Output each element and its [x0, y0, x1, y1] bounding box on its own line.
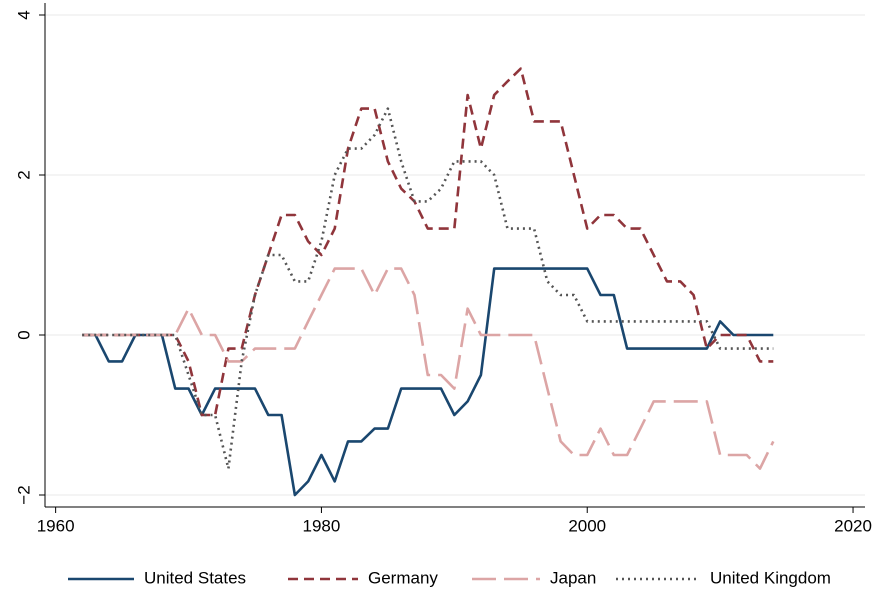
y-tick-label: −2: [14, 485, 33, 504]
series-line: [82, 267, 774, 497]
series-line: [82, 67, 774, 417]
series-line: [82, 107, 774, 470]
y-tick-label: 2: [14, 170, 33, 179]
x-tick-label: 2000: [568, 516, 606, 535]
legend-label: United States: [144, 568, 246, 587]
legend-label: Germany: [368, 568, 438, 587]
x-tick-label: 1960: [37, 516, 75, 535]
legend-label: Japan: [550, 568, 596, 587]
series-line: [82, 267, 775, 470]
y-tick-label: 0: [14, 330, 33, 339]
legend-label: United Kingdom: [710, 568, 831, 587]
x-tick-label: 2020: [834, 516, 872, 535]
x-tick-label: 1980: [303, 516, 341, 535]
y-tick-label: 4: [14, 10, 33, 19]
